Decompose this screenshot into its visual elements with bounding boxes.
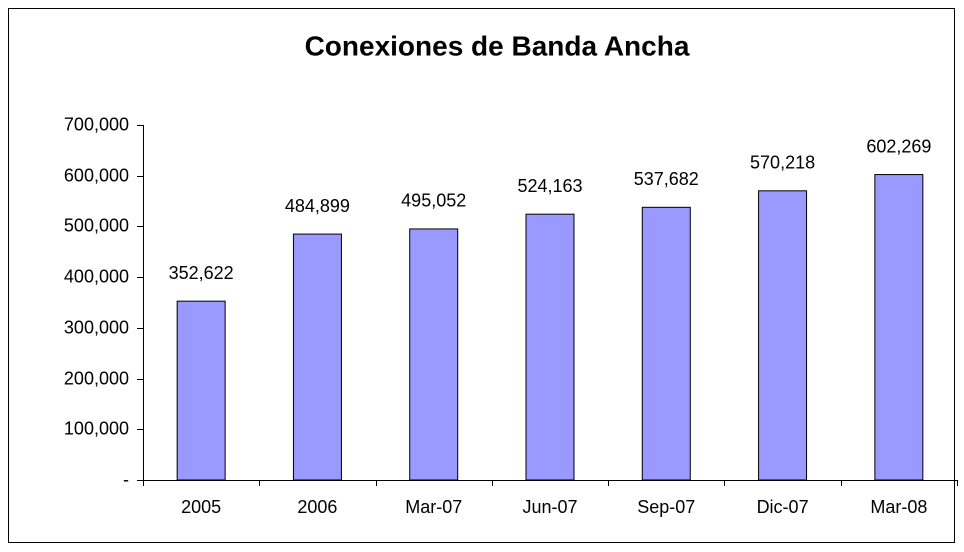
y-tick-label: 700,000 xyxy=(64,114,129,134)
data-label: 352,622 xyxy=(169,263,234,283)
data-label: 537,682 xyxy=(634,169,699,189)
y-tick-label: 200,000 xyxy=(64,368,129,388)
bar xyxy=(409,228,459,481)
y-tick-label: 300,000 xyxy=(64,317,129,337)
y-tick-label: 600,000 xyxy=(64,165,129,185)
data-label: 570,218 xyxy=(750,153,815,173)
data-label: 602,269 xyxy=(866,136,931,156)
y-tick-label: 500,000 xyxy=(64,215,129,235)
bar xyxy=(874,174,924,481)
chart-title: Conexiones de Banda Ancha xyxy=(305,30,690,61)
bar xyxy=(758,190,808,481)
x-tick-label: 2005 xyxy=(181,497,221,517)
y-tick-label: 100,000 xyxy=(64,418,129,438)
x-tick-label: Dic-07 xyxy=(757,497,809,517)
x-tick-label: Sep-07 xyxy=(637,497,695,517)
data-label: 524,163 xyxy=(517,176,582,196)
x-tick-label: Mar-08 xyxy=(870,497,927,517)
bar xyxy=(525,213,575,481)
bar xyxy=(176,300,226,481)
y-tick-label: - xyxy=(123,469,129,489)
bar xyxy=(641,206,691,481)
x-tick-label: Mar-07 xyxy=(405,497,462,517)
y-tick-label: 400,000 xyxy=(64,266,129,286)
x-tick-label: 2006 xyxy=(297,497,337,517)
x-tick-label: Jun-07 xyxy=(522,497,577,517)
bar xyxy=(292,233,342,481)
chart-frame xyxy=(8,8,955,543)
data-label: 484,899 xyxy=(285,196,350,216)
data-label: 495,052 xyxy=(401,191,466,211)
